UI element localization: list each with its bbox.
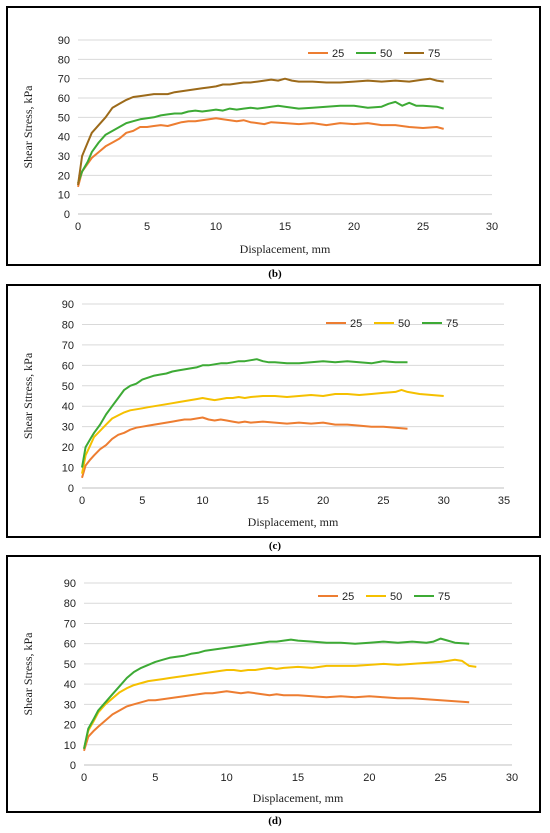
x-tick-label: 30 — [438, 495, 450, 507]
chart-panel-d: 0 10 20 30 40 50 60 70 80 90 0 5 10 15 20 25 30 Displacem… — [6, 555, 541, 813]
chart-b: 0 10 20 30 40 50 60 70 80 90 0 5 10 15 20 25 30 Displacem… — [21, 35, 498, 256]
tick-labels: 0 10 20 30 40 50 60 70 80 90 0 5 10 15 20 25 30 35 — [62, 299, 510, 507]
series-line-50 — [81, 388, 444, 474]
chart-c: 0 10 20 30 40 50 60 70 80 90 0 5 10 15 20 25 30 35 Displac… — [21, 299, 510, 529]
y-tick-label: 90 — [62, 299, 74, 311]
series-line-75 — [77, 77, 444, 186]
series-line-50 — [77, 100, 444, 184]
y-tick-label: 20 — [64, 720, 76, 732]
series-line-50 — [83, 658, 477, 750]
legend-label-25: 25 — [350, 318, 362, 330]
y-tick-label: 30 — [58, 151, 70, 163]
y-tick-label: 0 — [68, 483, 74, 495]
tick-labels: 0 10 20 30 40 50 60 70 80 90 0 5 10 15 20 25 30 — [58, 35, 498, 233]
x-tick-label: 0 — [81, 772, 87, 784]
legend-label-75: 75 — [438, 591, 450, 603]
y-tick-label: 70 — [58, 74, 70, 86]
x-tick-label: 10 — [210, 221, 222, 233]
x-tick-label: 30 — [506, 772, 518, 784]
y-tick-label: 60 — [62, 360, 74, 372]
x-tick-label: 5 — [144, 221, 150, 233]
legend-label-25: 25 — [332, 48, 344, 60]
x-tick-label: 25 — [377, 495, 389, 507]
y-tick-label: 10 — [62, 463, 74, 475]
caption-d: (d) — [268, 815, 282, 827]
y-tick-label: 80 — [62, 319, 74, 331]
y-tick-label: 40 — [58, 132, 70, 144]
y-tick-label: 10 — [64, 740, 76, 752]
series-lines — [77, 77, 444, 188]
y-axis-title: Shear Stress, kPa — [21, 632, 35, 716]
y-tick-label: 0 — [64, 209, 70, 221]
legend-label-50: 50 — [398, 318, 410, 330]
legend-label-75: 75 — [428, 48, 440, 60]
y-tick-label: 20 — [62, 442, 74, 454]
x-tick-label: 20 — [348, 221, 360, 233]
x-tick-label: 0 — [79, 495, 85, 507]
x-tick-label: 25 — [417, 221, 429, 233]
y-tick-label: 10 — [58, 190, 70, 202]
series-lines — [83, 637, 477, 752]
x-tick-label: 15 — [279, 221, 291, 233]
legend-label-50: 50 — [390, 591, 402, 603]
y-tick-label: 60 — [64, 639, 76, 651]
y-tick-label: 70 — [62, 340, 74, 352]
caption-c: (c) — [268, 540, 282, 552]
gridlines — [84, 582, 512, 766]
y-tick-label: 50 — [62, 381, 74, 393]
legend-label-75: 75 — [446, 318, 458, 330]
y-tick-label: 40 — [62, 401, 74, 413]
y-tick-label: 90 — [64, 578, 76, 590]
series-line-25 — [77, 117, 444, 188]
legend-label-50: 50 — [380, 48, 392, 60]
x-tick-label: 5 — [139, 495, 145, 507]
y-tick-label: 80 — [58, 54, 70, 66]
x-tick-label: 10 — [221, 772, 233, 784]
series-line-75 — [83, 637, 470, 750]
y-tick-label: 50 — [58, 112, 70, 124]
legend: 25 50 75 — [318, 591, 450, 603]
y-tick-label: 20 — [58, 170, 70, 182]
x-tick-label: 5 — [152, 772, 158, 784]
y-tick-label: 30 — [64, 699, 76, 711]
series-line-75 — [81, 358, 408, 468]
y-tick-label: 80 — [64, 598, 76, 610]
y-tick-label: 50 — [64, 659, 76, 671]
x-tick-label: 15 — [292, 772, 304, 784]
caption-b: (b) — [268, 268, 282, 280]
chart-panel-b: 0 10 20 30 40 50 60 70 80 90 0 5 10 15 20 25 30 Displacem… — [6, 6, 541, 266]
x-axis-title: Displacement, mm — [248, 515, 339, 529]
series-line-25 — [81, 416, 408, 479]
y-tick-label: 0 — [70, 760, 76, 772]
series-lines — [81, 358, 444, 479]
x-tick-label: 35 — [498, 495, 510, 507]
x-tick-label: 0 — [75, 221, 81, 233]
x-axis-title: Displacement, mm — [253, 791, 344, 805]
y-tick-label: 60 — [58, 93, 70, 105]
legend: 25 50 75 — [326, 318, 458, 330]
legend: 25 50 75 — [308, 48, 440, 60]
series-line-25 — [83, 690, 470, 752]
x-tick-label: 25 — [435, 772, 447, 784]
y-tick-label: 90 — [58, 35, 70, 47]
x-axis-title: Displacement, mm — [240, 242, 331, 256]
y-tick-label: 70 — [64, 618, 76, 630]
y-tick-label: 30 — [62, 422, 74, 434]
x-tick-label: 10 — [196, 495, 208, 507]
tick-labels: 0 10 20 30 40 50 60 70 80 90 0 5 10 15 20 25 30 — [64, 578, 518, 784]
chart-d: 0 10 20 30 40 50 60 70 80 90 0 5 10 15 20 25 30 Displacem… — [21, 578, 518, 805]
y-axis-title: Shear Sttress, kPa — [21, 352, 35, 439]
x-tick-label: 15 — [257, 495, 269, 507]
legend-label-25: 25 — [342, 591, 354, 603]
y-tick-label: 40 — [64, 679, 76, 691]
x-tick-label: 20 — [363, 772, 375, 784]
chart-panel-c: 0 10 20 30 40 50 60 70 80 90 0 5 10 15 20 25 30 35 Displac… — [6, 284, 541, 538]
x-tick-label: 20 — [317, 495, 329, 507]
y-axis-title: Shear Stress, kPa — [21, 85, 35, 169]
x-tick-label: 30 — [486, 221, 498, 233]
